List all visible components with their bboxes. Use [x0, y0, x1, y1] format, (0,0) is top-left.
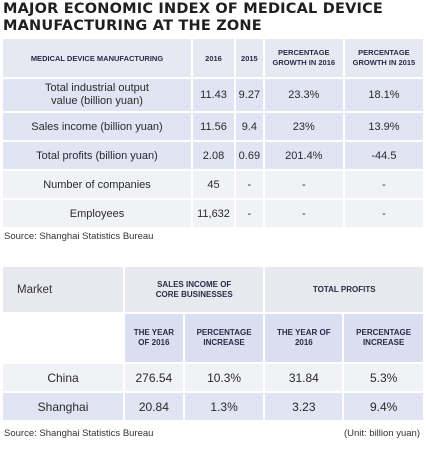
header-growth-2015-line1: PERCENTAGE: [358, 48, 410, 57]
subheader-sales-pct-line2: INCREASE: [203, 338, 245, 347]
cell-growth-2016: -: [264, 171, 343, 198]
table-row: Employees 11,632 - - -: [3, 200, 423, 227]
cell-sales-increase: 10.3%: [184, 364, 264, 391]
subheader-sales-pct-line1: PERCENTAGE: [196, 328, 252, 337]
cell-2015: 9.27: [236, 79, 263, 111]
header-sales-line2: CORE BUSINESSES: [155, 289, 233, 299]
subheader-profits-pct-line2: INCREASE: [362, 338, 405, 347]
cell-growth-2016: 201.4%: [264, 142, 343, 169]
cell-growth-2016: -: [264, 200, 343, 227]
cell-profits-2016: 3.23: [265, 393, 343, 420]
table-subheader-row: THE YEAR OF 2016 PERCENTAGE INCREASE THE Y…: [3, 314, 423, 362]
cell-growth-2016: 23%: [264, 113, 343, 140]
subheader-sales-pct: PERCENTAGE INCREASE: [184, 314, 264, 362]
table-header-row: Market SALES INCOME OF CORE BUSINESSES TO…: [3, 267, 423, 312]
cell-growth-2015: -: [344, 200, 423, 227]
row-label: Number of companies: [3, 171, 191, 198]
row-label: Total profits (billion yuan): [3, 142, 191, 169]
table-row: Total industrial output value (billion yu…: [3, 79, 423, 111]
row-label-line1: Total industrial output: [45, 82, 149, 94]
subheader-profits-year: THE YEAR OF 2016: [265, 314, 343, 362]
cell-2016: 2.08: [193, 142, 235, 169]
table-header-row: MEDICAL DEVICE MANUFACTURING 2016 2015 P…: [3, 39, 423, 77]
header-2015: 2015: [236, 39, 263, 77]
header-growth-2016: PERCENTAGE GROWTH IN 2016: [264, 39, 343, 77]
subheader-blank: [3, 314, 123, 362]
cell-2015: 9.4: [236, 113, 263, 140]
cell-sales-increase: 1.3%: [184, 393, 264, 420]
subheader-sales-year-line2: OF 2016: [138, 338, 170, 347]
cell-2016: 11,632: [193, 200, 235, 227]
row-label: Sales income (billion yuan): [3, 113, 191, 140]
cell-2016: 45: [193, 171, 235, 198]
table-row: Sales income (billion yuan) 11.56 9.4 23…: [3, 113, 423, 140]
subheader-profits-pct-line1: PERCENTAGE: [356, 328, 412, 337]
table-row: Total profits (billion yuan) 2.08 0.69 2…: [3, 142, 423, 169]
cell-sales-2016: 20.84: [125, 393, 183, 420]
title-line-2: MANUFACTURING AT THE ZONE: [3, 18, 262, 34]
manufacturing-index-table: MEDICAL DEVICE MANUFACTURING 2016 2015 P…: [1, 37, 425, 229]
cell-market: Shanghai: [3, 393, 123, 420]
cell-sales-2016: 276.54: [125, 364, 183, 391]
header-growth-2015-line2: GROWTH IN 2015: [352, 58, 416, 67]
row-label-line2: value (billion yuan): [51, 95, 143, 107]
market-comparison-table: Market SALES INCOME OF CORE BUSINESSES TO…: [1, 265, 425, 422]
cell-2015: -: [236, 171, 263, 198]
cell-market: China: [3, 364, 123, 391]
cell-growth-2015: 18.1%: [344, 79, 423, 111]
header-growth-2015: PERCENTAGE GROWTH IN 2015: [344, 39, 423, 77]
header-sales-income: SALES INCOME OF CORE BUSINESSES: [125, 267, 264, 312]
cell-profits-increase: 5.3%: [344, 364, 423, 391]
cell-2015: -: [236, 200, 263, 227]
header-market: Market: [3, 267, 123, 312]
header-growth-2016-line1: PERCENTAGE: [278, 48, 330, 57]
title-line-1: MAJOR ECONOMIC INDEX OF MEDICAL DEVICE: [3, 1, 384, 17]
cell-2016: 11.43: [193, 79, 235, 111]
table-row: Shanghai 20.84 1.3% 3.23 9.4%: [3, 393, 423, 420]
cell-growth-2015: -: [344, 171, 423, 198]
table-row: China 276.54 10.3% 31.84 5.3%: [3, 364, 423, 391]
row-label: Total industrial output value (billion yu…: [3, 79, 191, 111]
cell-growth-2015: 13.9%: [344, 113, 423, 140]
subheader-sales-year-line1: THE YEAR: [133, 328, 175, 337]
subheader-profits-pct: PERCENTAGE INCREASE: [344, 314, 423, 362]
header-2016: 2016: [193, 39, 235, 77]
cell-2016: 11.56: [193, 113, 235, 140]
subheader-profits-year-line2: 2016: [294, 338, 313, 347]
cell-growth-2015: -44.5: [344, 142, 423, 169]
page-title: MAJOR ECONOMIC INDEX OF MEDICAL DEVICE M…: [3, 1, 423, 35]
cell-growth-2016: 23.3%: [264, 79, 343, 111]
cell-profits-increase: 9.4%: [344, 393, 423, 420]
source-note-1: Source: Shanghai Statistics Bureau: [4, 231, 154, 242]
header-growth-2016-line2: GROWTH IN 2016: [272, 58, 336, 67]
cell-2015: 0.69: [236, 142, 263, 169]
header-total-profits: TOTAL PROFITS: [265, 267, 423, 312]
row-label: Employees: [3, 200, 191, 227]
header-manufacturing: MEDICAL DEVICE MANUFACTURING: [3, 39, 191, 77]
subheader-sales-year: THE YEAR OF 2016: [125, 314, 183, 362]
header-sales-line1: SALES INCOME OF: [157, 279, 232, 289]
source-note-2: Source: Shanghai Statistics Bureau: [4, 428, 154, 439]
subheader-profits-year-line1: THE YEAR OF: [277, 328, 331, 337]
unit-note: (Unit: billion yuan): [343, 428, 420, 439]
cell-profits-2016: 31.84: [265, 364, 343, 391]
table-row: Number of companies 45 - - -: [3, 171, 423, 198]
